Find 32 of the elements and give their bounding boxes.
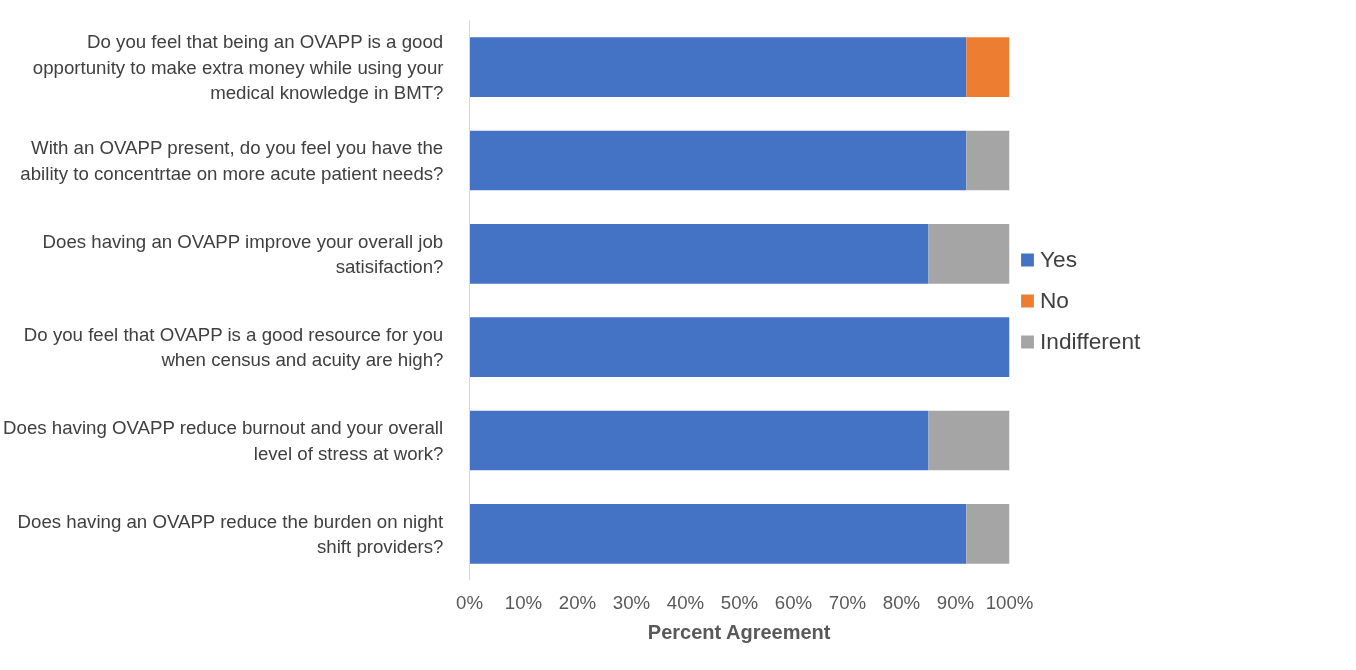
bar (469, 223, 929, 284)
y-tick-label: With an OVAPP present, do you feel you have the ability to concentrtae on more acute patient needs? (20, 137, 444, 184)
bar (469, 130, 967, 191)
y-tick-label: Do you feel that being an OVAPP is a good opportunity to make extra money while using your medical knowledge in BMT? (32, 31, 444, 103)
bar (966, 37, 1010, 98)
y-tick-label: Do you feel that OVAPP is a good resource for you when census and acuity are high? (23, 324, 444, 371)
x-tick-label: 60% (774, 591, 813, 613)
legend-label: Yes (1040, 245, 1077, 273)
x-tick-label: 90% (936, 591, 975, 613)
x-tick-label: 40% (666, 591, 705, 613)
y-tick-label: Does having an OVAPP improve your overall job satisifaction? (42, 230, 444, 277)
bar (469, 410, 929, 471)
bar (928, 410, 1010, 471)
bar (469, 317, 1010, 378)
y-tick-label: Does having OVAPP reduce burnout and your overall level of stress at work? (3, 417, 444, 464)
x-tick-label: 0% (456, 591, 483, 613)
x-tick-label: 80% (882, 591, 921, 613)
bar (966, 130, 1010, 191)
bar (928, 223, 1010, 284)
x-tick-label: 70% (828, 591, 867, 613)
bar (469, 503, 967, 564)
x-axis-title: Percent Agreement (647, 620, 831, 643)
x-tick-label: 30% (612, 591, 651, 613)
x-tick-label: 20% (558, 591, 597, 613)
y-tick-label: Does having an OVAPP reduce the burden on night shift providers? (17, 510, 444, 557)
bar (469, 37, 967, 98)
x-tick-label: 50% (720, 591, 759, 613)
x-tick-label: 10% (504, 591, 543, 613)
legend-label: No (1040, 286, 1069, 314)
legend-label: Indifferent (1040, 327, 1141, 355)
x-tick-label: 100% (985, 591, 1034, 613)
bar (966, 503, 1010, 564)
